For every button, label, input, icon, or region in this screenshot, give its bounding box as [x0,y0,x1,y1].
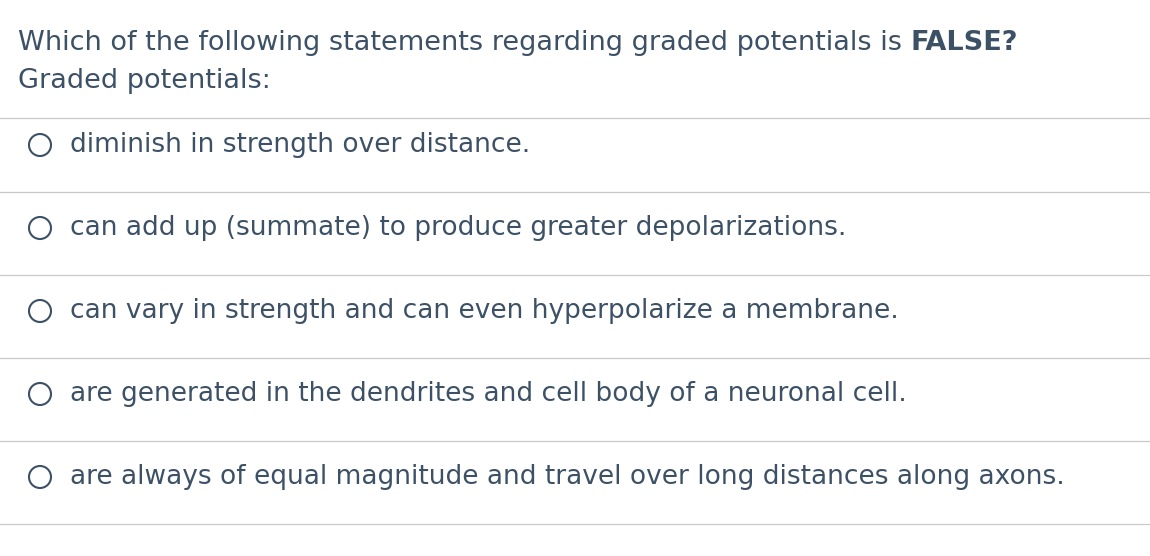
Text: can vary in strength and can even hyperpolarize a membrane.: can vary in strength and can even hyperp… [70,298,899,324]
Text: are always of equal magnitude and travel over long distances along axons.: are always of equal magnitude and travel… [70,464,1065,490]
Text: can add up (summate) to produce greater depolarizations.: can add up (summate) to produce greater … [70,215,846,241]
Text: diminish in strength over distance.: diminish in strength over distance. [70,132,530,158]
Text: FALSE?: FALSE? [911,30,1018,56]
Text: are generated in the dendrites and cell body of a neuronal cell.: are generated in the dendrites and cell … [70,381,906,407]
Text: Which of the following statements regarding graded potentials is: Which of the following statements regard… [18,30,911,56]
Text: Graded potentials:: Graded potentials: [18,68,270,94]
